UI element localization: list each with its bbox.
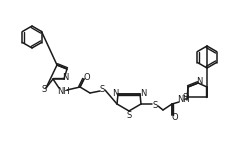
Text: NH: NH (57, 87, 69, 95)
Text: S: S (182, 93, 188, 103)
Text: N: N (140, 88, 146, 98)
Text: S: S (41, 85, 47, 93)
Text: N: N (196, 77, 202, 85)
Text: S: S (126, 111, 132, 119)
Text: NH: NH (177, 95, 189, 103)
Text: S: S (99, 85, 105, 93)
Text: O: O (172, 112, 178, 122)
Text: N: N (112, 88, 118, 98)
Text: S: S (152, 101, 158, 109)
Text: N: N (62, 74, 68, 82)
Text: O: O (84, 72, 90, 82)
